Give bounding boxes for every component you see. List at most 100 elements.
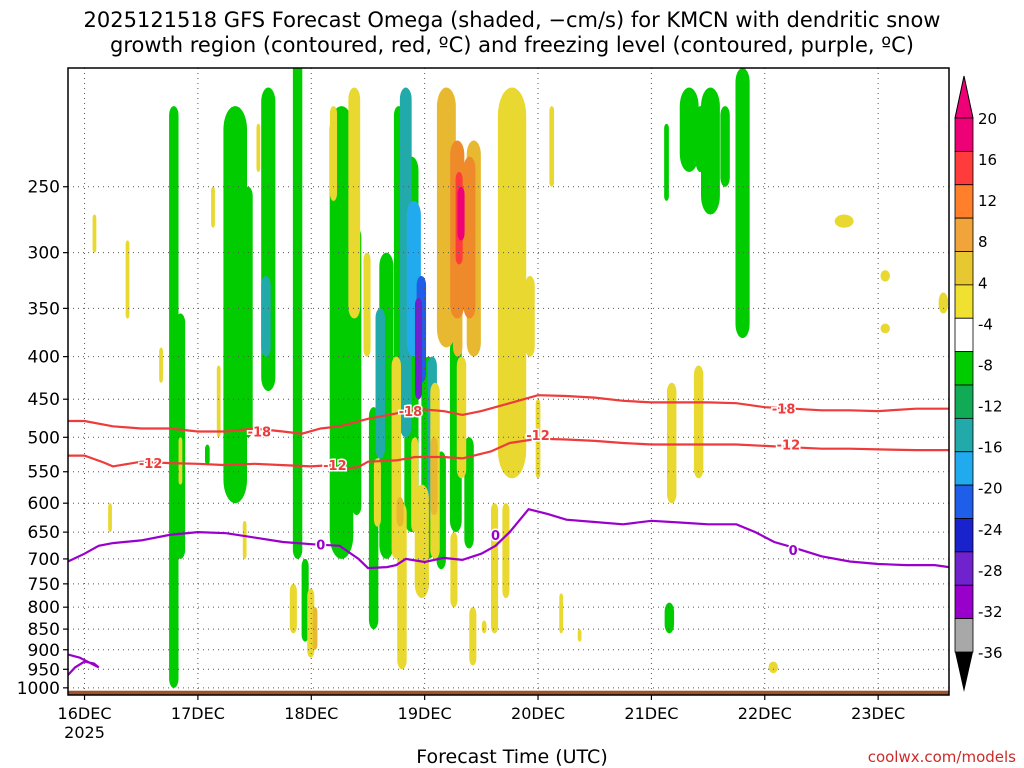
colorbar-segment	[954, 251, 974, 286]
freezing-level-label: 0	[316, 539, 325, 554]
x-tick-label: 23DEC	[851, 704, 905, 723]
omega-patch	[735, 68, 750, 339]
colorbar-segment	[954, 284, 974, 319]
omega-patch	[375, 308, 385, 459]
omega-patch	[664, 123, 669, 201]
dgz-contour-label: -18	[248, 425, 272, 440]
colorbar-label: 12	[978, 192, 997, 210]
omega-patch	[880, 323, 890, 334]
colorbar-segment	[954, 417, 974, 453]
omega-patch	[834, 214, 854, 228]
colorbar-segment	[954, 551, 974, 586]
omega-patch	[577, 629, 582, 642]
omega-patch	[700, 87, 720, 215]
omega-patch	[242, 520, 247, 559]
omega-patch	[125, 240, 130, 319]
x-tick-label: 16DEC	[58, 704, 112, 723]
y-tick-label: 300	[28, 244, 60, 264]
colorbar-segment	[954, 618, 974, 653]
y-tick-label: 600	[28, 494, 60, 514]
colorbar-segment	[954, 518, 974, 553]
omega-patch	[348, 87, 361, 319]
omega-patch	[397, 503, 407, 670]
plot-frame	[67, 67, 950, 696]
colorbar-segment	[954, 217, 974, 252]
colorbar-segment	[954, 117, 974, 152]
omega-patch	[502, 503, 510, 599]
contour-lines: -18 -18 -18 -12 -12 -12 -12 0 0 0	[68, 394, 949, 676]
x-axis-label: Forecast Time (UTC)	[416, 746, 608, 768]
omega-patch	[223, 106, 248, 504]
omega-patch	[329, 106, 338, 201]
freezing-level-loop	[68, 653, 100, 676]
omega-patch	[178, 437, 183, 485]
omega-patch	[289, 583, 297, 634]
omega-patch	[216, 365, 221, 438]
x-tick-label: 19DEC	[398, 704, 452, 723]
y-tick-label: 350	[28, 299, 60, 319]
source-credit: coolwx.com/models	[867, 748, 1016, 766]
dgz-contour-label: -18	[772, 403, 796, 418]
omega-patch	[373, 458, 381, 527]
colorbar-label: -36	[978, 644, 1003, 662]
chart-title-line2: growth region (contoured, red, ºC) and f…	[110, 33, 914, 57]
y-tick-label: 550	[28, 463, 60, 483]
freezing-level-label: 0	[491, 529, 500, 544]
omega-patch	[301, 558, 309, 642]
y-tick-label: 650	[28, 523, 60, 543]
freezing-level-label: 0	[789, 544, 798, 559]
omega-patch	[108, 503, 112, 533]
x-tick-label: 22DEC	[738, 704, 792, 723]
colorbar-segment	[954, 184, 974, 219]
omega-patch	[456, 356, 467, 479]
x-tick-label: 17DEC	[171, 704, 225, 723]
dgz-contour-line	[68, 394, 949, 435]
y-tick-label: 500	[28, 428, 60, 448]
colorbar-label: 16	[978, 151, 997, 169]
colorbar-segment	[954, 584, 974, 620]
omega-patch	[261, 275, 271, 357]
colorbar-label: -12	[978, 398, 1003, 416]
colorbar-top-arrow	[954, 75, 974, 119]
colorbar-label: -8	[978, 356, 993, 374]
terrain-band	[68, 690, 949, 695]
omega-patch	[256, 123, 261, 172]
omega-patch	[329, 106, 354, 559]
y-tick-label: 850	[28, 620, 60, 640]
dgz-contour-label: -18	[399, 405, 423, 420]
chart-title-line1: 2025121518 GFS Forecast Omega (shaded, −…	[83, 8, 941, 32]
colorbar-bottom-arrow	[955, 652, 973, 692]
y-tick-label: 400	[28, 348, 60, 368]
omega-patch	[720, 106, 730, 187]
colorbar-label: 4	[978, 274, 988, 292]
colorbar: 20 16 12 8 4 -4 -8 -12 -16 -20 -24 -28 -32 -36	[954, 75, 1003, 692]
colorbar-segment	[954, 317, 974, 353]
omega-patch	[450, 532, 458, 608]
y-tick-label: 950	[28, 660, 60, 680]
freezing-level-line	[68, 507, 949, 570]
colorbar-label: -16	[978, 439, 1003, 457]
colorbar-label: -24	[978, 521, 1003, 539]
omega-patch	[491, 503, 499, 634]
omega-patch	[679, 87, 699, 172]
omega-patch	[243, 186, 253, 438]
omega-patch	[457, 186, 465, 241]
omega-patch	[525, 275, 535, 357]
colorbar-segment	[954, 484, 974, 519]
y-tick-label: 250	[28, 178, 60, 198]
omega-patch	[664, 602, 675, 634]
omega-patch	[292, 68, 303, 559]
omega-patch	[768, 661, 778, 674]
colorbar-label: -20	[978, 480, 1003, 498]
x-tick-label: 21DEC	[624, 704, 678, 723]
omega-patch	[469, 607, 477, 666]
omega-patch	[481, 620, 487, 634]
omega-patch	[414, 297, 423, 400]
omega-patch	[880, 270, 890, 282]
omega-patch	[363, 252, 371, 357]
y-tick-label: 800	[28, 598, 60, 618]
omega-patch	[463, 156, 476, 319]
omega-patch	[693, 365, 704, 479]
omega-shading	[92, 68, 949, 688]
omega-patch	[464, 437, 474, 549]
